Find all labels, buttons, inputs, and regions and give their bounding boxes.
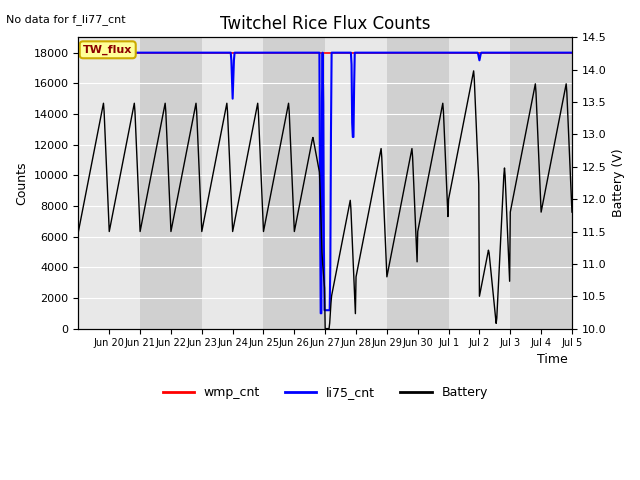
Bar bbox=[387, 37, 449, 329]
Bar bbox=[510, 37, 572, 329]
Text: TW_flux: TW_flux bbox=[83, 45, 132, 55]
X-axis label: Time: Time bbox=[537, 353, 568, 366]
Text: No data for f_li77_cnt: No data for f_li77_cnt bbox=[6, 14, 126, 25]
Bar bbox=[140, 37, 202, 329]
Y-axis label: Counts: Counts bbox=[15, 161, 28, 205]
Legend: wmp_cnt, li75_cnt, Battery: wmp_cnt, li75_cnt, Battery bbox=[157, 382, 493, 405]
Title: Twitchel Rice Flux Counts: Twitchel Rice Flux Counts bbox=[220, 15, 431, 33]
Y-axis label: Battery (V): Battery (V) bbox=[612, 149, 625, 217]
Bar bbox=[264, 37, 325, 329]
